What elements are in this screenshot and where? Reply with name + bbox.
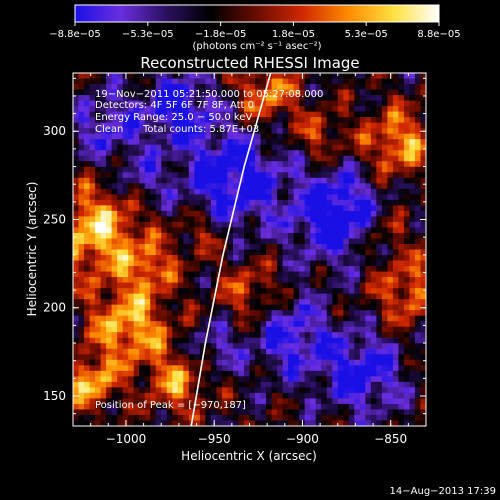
annotation-peak-position: Position of Peak = [−970,187] (95, 400, 246, 411)
y-tick-label: 250 (43, 212, 66, 226)
x-tick-label: −900 (286, 432, 319, 446)
colorbar-ticks: −8.8e−05 −5.3e−05 −1.8e−05 1.8e−05 5.3e−05 8.… (49, 22, 461, 40)
annotation-detectors: Detectors: 4F 5F 6F 7F 8F, Att 0 (95, 100, 254, 111)
colorbar-tick-label: −8.8e−05 (49, 29, 101, 40)
footer-timestamp: 14−Aug−2013 17:39 (390, 486, 496, 497)
x-tick-label: −950 (198, 432, 231, 446)
colorbar-tick-label: −5.3e−05 (122, 29, 174, 40)
annotation-total-counts: Total counts: 5.87E+03 (142, 124, 259, 135)
x-axis-ticks: −1000 −950 −900 −850 (72, 73, 427, 446)
annotation-clean: Clean (95, 124, 123, 135)
x-tick-label: −850 (374, 432, 407, 446)
colorbar (74, 4, 440, 23)
y-tick-label: 300 (43, 124, 66, 138)
y-axis-ticks: 150 200 250 300 (43, 77, 426, 415)
x-axis-label: Heliocentric X (arcsec) (181, 449, 317, 463)
colorbar-unit-label: (photons cm⁻² s⁻¹ asec⁻²) (192, 41, 321, 52)
x-tick-label: −1000 (106, 432, 147, 446)
y-tick-label: 150 (43, 389, 66, 403)
y-tick-label: 200 (43, 301, 66, 315)
colorbar-tick-label: 1.8e−05 (272, 29, 315, 40)
colorbar-tick-label: 8.8e−05 (417, 29, 460, 40)
colorbar-tick-label: −1.8e−05 (195, 29, 247, 40)
solar-limb-curve (190, 72, 272, 427)
y-axis-label: Heliocentric Y (arcsec) (25, 182, 39, 317)
heatmap-image (73, 73, 426, 426)
peak-marker (354, 250, 364, 253)
colorbar-tick-label: 5.3e−05 (345, 29, 388, 40)
chart-title: Reconstructed RHESSI Image (140, 54, 359, 72)
annotation-time-range: 19−Nov−2011 05:21:50.000 to 05:27:08.000 (95, 89, 323, 100)
annotation-energy-range: Energy Range: 25.0 − 50.0 keV (95, 112, 252, 123)
